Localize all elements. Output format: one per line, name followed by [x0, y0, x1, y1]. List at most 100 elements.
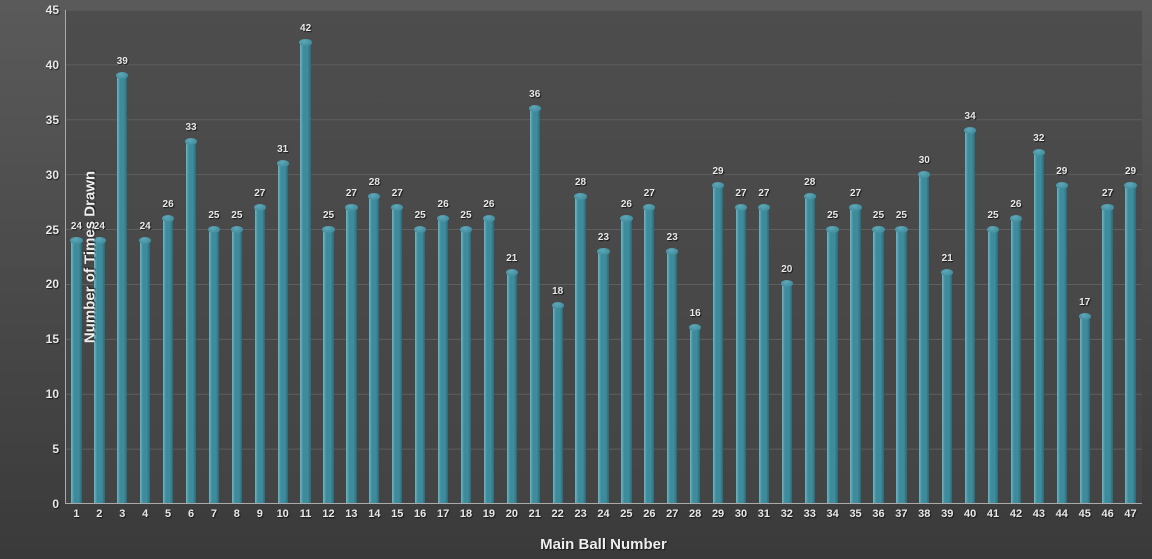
bar: 28 — [369, 197, 379, 504]
bar-top — [208, 226, 220, 233]
bar: 25 — [461, 230, 471, 504]
bar-top — [643, 204, 655, 211]
x-tick-label: 30 — [735, 508, 747, 520]
bar-value-label: 27 — [644, 188, 655, 199]
bar: 29 — [1057, 186, 1067, 504]
bar-top — [345, 204, 357, 211]
bar: 25 — [988, 230, 998, 504]
bar-value-label: 25 — [415, 210, 426, 221]
x-tick-label: 46 — [1102, 508, 1114, 520]
x-tick-label: 20 — [506, 508, 518, 520]
bar-top — [139, 237, 151, 244]
bar: 27 — [850, 208, 860, 504]
y-axis: Number of Times Drawn 051015202530354045 — [0, 10, 65, 504]
x-tick-label: 34 — [827, 508, 839, 520]
bar-value-label: 28 — [369, 177, 380, 188]
bar-face — [323, 230, 333, 504]
x-tick-label: 12 — [322, 508, 334, 520]
bar-face — [1080, 317, 1090, 504]
bar: 24 — [71, 241, 81, 504]
y-tick-label: 0 — [52, 497, 59, 511]
bar-face — [896, 230, 906, 504]
x-tick-label: 11 — [300, 508, 312, 520]
bar-face — [71, 241, 81, 504]
bar-face — [163, 219, 173, 504]
bar: 26 — [1011, 219, 1021, 504]
bar-face — [1102, 208, 1112, 504]
bar-face — [598, 252, 608, 504]
bar-value-label: 25 — [460, 210, 471, 221]
bar-top — [277, 160, 289, 167]
bar: 16 — [690, 328, 700, 504]
bar: 31 — [278, 164, 288, 504]
bar: 21 — [507, 273, 517, 504]
bar-top — [735, 204, 747, 211]
bar-face — [553, 306, 563, 504]
bar-value-label: 21 — [506, 253, 517, 264]
bar-top — [826, 226, 838, 233]
bar-face — [461, 230, 471, 504]
bar-face — [530, 109, 540, 504]
bar-value-label: 25 — [873, 210, 884, 221]
bar-face — [186, 142, 196, 504]
y-axis-line — [65, 10, 66, 504]
bar-value-label: 26 — [621, 199, 632, 210]
x-tick-label: 32 — [781, 508, 793, 520]
x-tick-label: 5 — [165, 508, 171, 520]
bar-face — [621, 219, 631, 504]
x-tick-label: 25 — [620, 508, 632, 520]
bar-top — [666, 248, 678, 255]
bar-value-label: 26 — [483, 199, 494, 210]
bar-value-label: 26 — [163, 199, 174, 210]
x-tick-label: 1 — [73, 508, 79, 520]
bar-face — [369, 197, 379, 504]
x-tick-label: 10 — [277, 508, 289, 520]
bar-face — [484, 219, 494, 504]
x-tick-label: 38 — [918, 508, 930, 520]
bar-value-label: 25 — [208, 210, 219, 221]
bar-face — [667, 252, 677, 504]
bar: 18 — [553, 306, 563, 504]
bar-top — [185, 138, 197, 145]
bar-face — [1011, 219, 1021, 504]
bar: 29 — [713, 186, 723, 504]
bar-value-label: 42 — [300, 23, 311, 34]
bar: 23 — [667, 252, 677, 504]
bar-face — [1034, 153, 1044, 504]
bar-face — [988, 230, 998, 504]
x-tick-label: 40 — [964, 508, 976, 520]
bar-top — [1010, 215, 1022, 222]
x-tick-label: 24 — [597, 508, 609, 520]
bar-value-label: 29 — [1125, 166, 1136, 177]
x-tick-label: 23 — [574, 508, 586, 520]
bar: 26 — [438, 219, 448, 504]
bar-face — [713, 186, 723, 504]
bar-face — [942, 273, 952, 504]
x-axis: Main Ball Number 12345678910111213141516… — [65, 504, 1142, 559]
x-tick-label: 2 — [96, 508, 102, 520]
x-tick-label: 7 — [211, 508, 217, 520]
bar-face — [782, 284, 792, 504]
bar: 27 — [255, 208, 265, 504]
x-tick-label: 21 — [529, 508, 541, 520]
bar-value-label: 18 — [552, 286, 563, 297]
x-tick-label: 37 — [895, 508, 907, 520]
bar: 25 — [873, 230, 883, 504]
bar: 36 — [530, 109, 540, 504]
y-tick-label: 35 — [46, 113, 59, 127]
bar: 21 — [942, 273, 952, 504]
bar-value-label: 30 — [919, 155, 930, 166]
x-tick-label: 9 — [257, 508, 263, 520]
bar: 26 — [621, 219, 631, 504]
bar-value-label: 27 — [758, 188, 769, 199]
bar-value-label: 31 — [277, 144, 288, 155]
x-tick-label: 18 — [460, 508, 472, 520]
bar: 23 — [598, 252, 608, 504]
bars-group: 2424392426332525273142252728272526252621… — [65, 10, 1142, 504]
bar-face — [873, 230, 883, 504]
bar-face — [805, 197, 815, 504]
bar: 24 — [140, 241, 150, 504]
bar: 20 — [782, 284, 792, 504]
y-tick-label: 5 — [52, 442, 59, 456]
bar-value-label: 25 — [896, 210, 907, 221]
